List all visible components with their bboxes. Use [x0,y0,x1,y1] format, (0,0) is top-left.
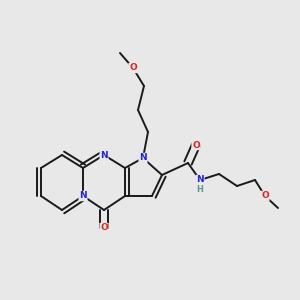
Text: O: O [261,191,269,200]
Text: H: H [196,184,203,194]
Text: N: N [196,176,204,184]
Text: N: N [100,151,108,160]
Text: O: O [129,64,137,73]
Text: O: O [100,224,108,232]
Text: O: O [192,140,200,149]
Text: N: N [139,154,147,163]
Text: N: N [79,191,87,200]
